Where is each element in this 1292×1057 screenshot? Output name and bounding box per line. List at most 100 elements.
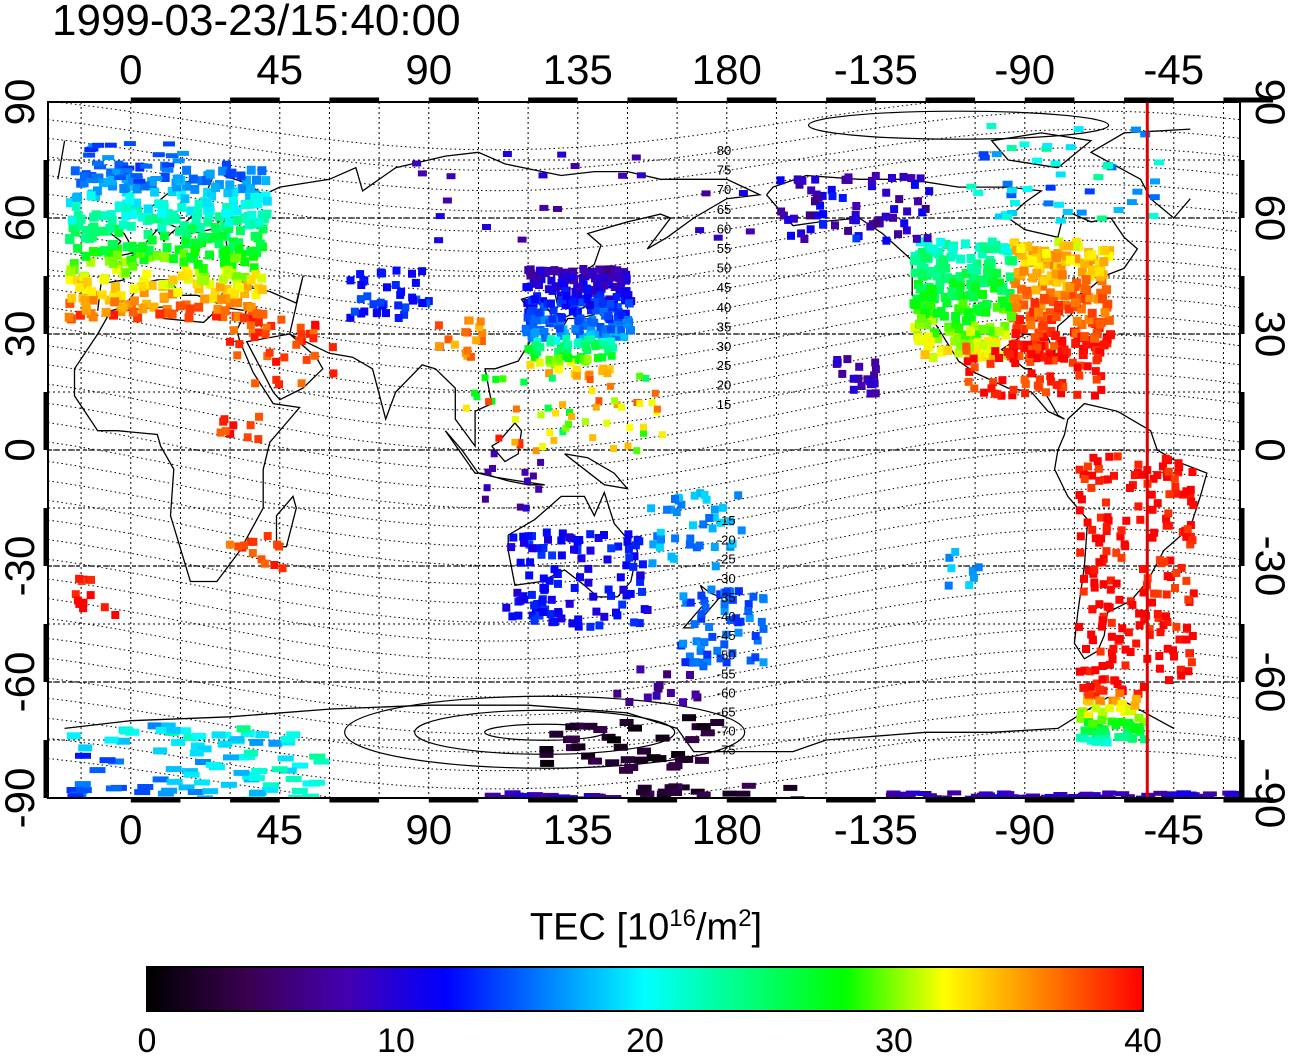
tec-cell [119,727,134,735]
tec-cell [592,306,600,315]
tec-cell [216,428,225,437]
tec-cell [726,517,735,526]
tec-cell [833,358,842,367]
tec-cell [1171,489,1180,498]
tec-cell [233,312,243,322]
tec-cell [122,202,132,212]
tec-cell [124,300,134,310]
tec-cell [636,400,644,407]
tec-cell [526,271,535,280]
tec-cell [1075,506,1084,515]
tec-cell [992,268,1002,278]
tec-cell [473,393,481,401]
tec-cell [602,340,611,349]
tec-cell [107,176,117,185]
tec-cell [1186,540,1195,549]
tec-cell [225,180,235,190]
tec-cell [527,333,536,342]
tec-cell [177,202,187,212]
tec-cell [713,234,723,241]
tec-cell [144,214,154,224]
tec-cell [601,296,610,305]
tec-cell [221,209,231,219]
tec-cell [699,520,708,529]
tec-cell [328,343,337,352]
tec-cell [118,303,128,313]
tec-cell [1171,482,1180,491]
tec-cell [73,596,82,605]
tec-cell [1090,578,1099,587]
tec-cell [565,533,574,542]
tec-cell [237,249,247,259]
contour-label: 70 [717,182,731,197]
lat-tick-label-right: -30 [1247,536,1292,597]
tec-cell [113,250,122,260]
tec-cell [114,227,124,237]
tec-cell [1094,464,1103,473]
tec-cell [243,433,252,442]
tec-cell [187,224,197,234]
tec-cell [133,178,146,184]
tec-cell [595,397,603,405]
tec-cell [1077,495,1086,504]
tec-cell [1126,648,1135,656]
tec-cell [309,753,326,760]
tec-cell [233,351,242,360]
tec-cell [136,282,146,292]
tec-cell [783,784,798,791]
tec-cell [575,326,584,335]
tec-cell [86,257,96,267]
tec-cell [629,562,638,571]
tec-cell [1009,294,1019,304]
tec-cell [346,276,355,285]
tec-cell [157,208,167,218]
tec-cell [1076,532,1085,541]
tec-cell [1000,791,1015,797]
tec-cell [578,298,587,307]
tec-cell [626,424,634,432]
tec-cell [535,485,543,493]
tec-cell [1102,738,1112,747]
tec-cell [261,176,271,186]
tec-cell [726,616,735,624]
colorbar-gradient [146,966,1144,1012]
tec-cell [194,302,204,312]
tec-cell [962,316,971,326]
tec-cell [992,302,1002,312]
tec-cell [192,279,202,289]
tec-cell [83,152,96,158]
tec-cell [695,541,704,550]
contour-line [48,128,1240,192]
contour-line [48,449,1240,528]
tec-cell [642,374,650,382]
tec-cell [1084,690,1094,699]
tec-cell [1182,487,1191,496]
tec-cell [558,313,567,322]
tec-cell [135,249,145,259]
lon-tick-label-top: 135 [543,46,613,93]
tec-cell [1030,298,1040,308]
tec-cell [627,326,635,335]
tec-cell [286,731,301,739]
tec-cell [555,365,563,374]
tec-cells [64,123,1240,798]
tec-cell [530,314,539,323]
tec-cell [1023,242,1033,252]
tec-cell [210,288,220,297]
tec-cell [1077,708,1086,717]
tec-cell [1005,350,1014,358]
tec-cell [586,546,595,555]
tec-cell [568,267,576,276]
tec-cell [734,587,743,596]
tec-cell [82,277,92,287]
tec-cell [516,441,524,449]
tec-cell [903,207,912,216]
tec-cell [132,184,142,194]
tec-cell [130,173,143,179]
tec-cell [607,351,616,360]
tec-cell [941,263,951,273]
tec-cell [202,198,212,208]
tec-cell [987,237,997,247]
tec-cell [1145,630,1154,639]
tec-cell [697,614,706,623]
